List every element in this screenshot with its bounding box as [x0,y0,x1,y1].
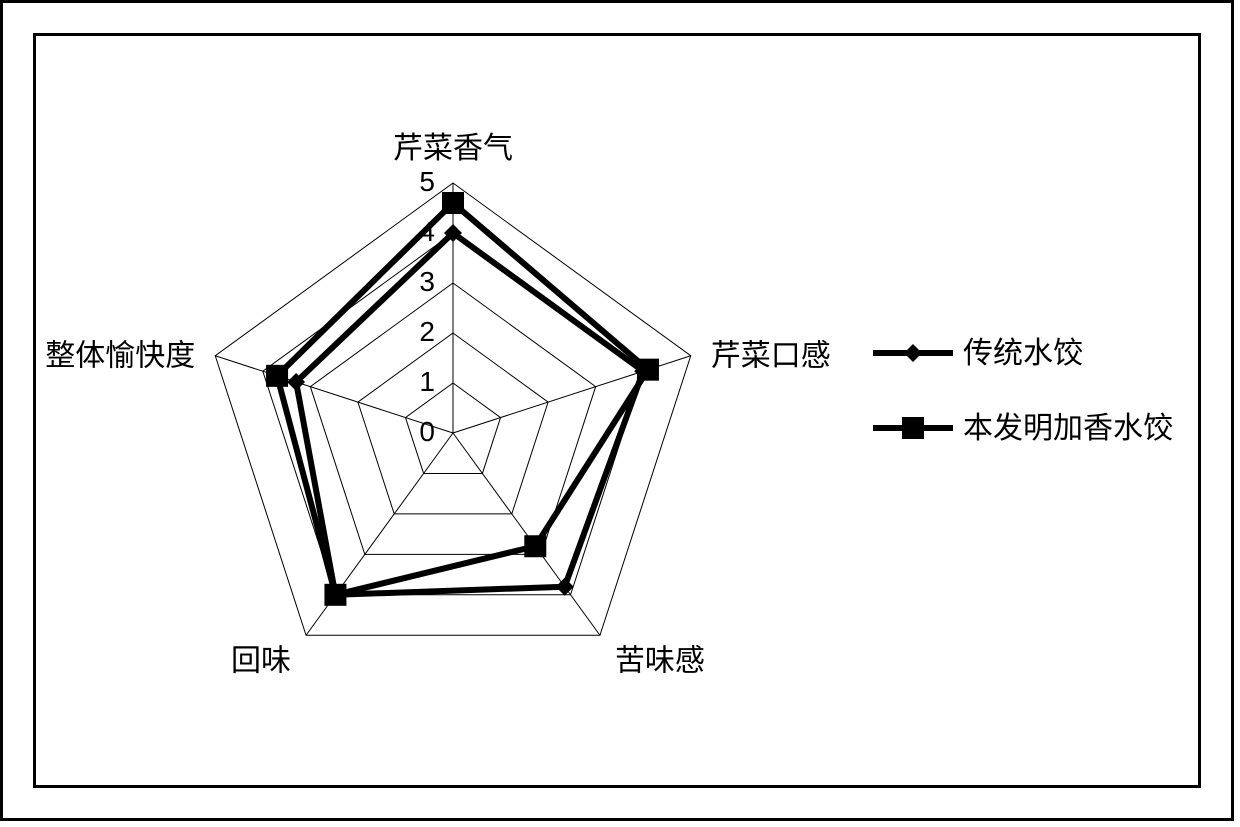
axis-label: 芹菜香气 [393,132,513,165]
legend-label: 传统水饺 [963,337,1083,370]
series-line [277,203,648,595]
radar-chart: 012345芹菜香气芹菜口感苦味感回味整体愉快度传统水饺本发明加香水饺 [36,36,1210,797]
svg-text:0: 0 [419,416,435,447]
svg-text:3: 3 [419,266,435,297]
svg-text:1: 1 [419,366,435,397]
svg-text:5: 5 [419,166,435,197]
legend-label: 本发明加香水饺 [963,412,1173,445]
outer-frame: 012345芹菜香气芹菜口感苦味感回味整体愉快度传统水饺本发明加香水饺 [0,0,1234,821]
svg-text:2: 2 [419,316,435,347]
axis-label: 整体愉快度 [45,340,195,373]
axis-label: 回味 [231,644,291,677]
series-line [296,233,643,595]
inner-frame: 012345芹菜香气芹菜口感苦味感回味整体愉快度传统水饺本发明加香水饺 [33,33,1201,788]
axis-label: 芹菜口感 [711,340,831,373]
axis-label: 苦味感 [615,644,705,677]
